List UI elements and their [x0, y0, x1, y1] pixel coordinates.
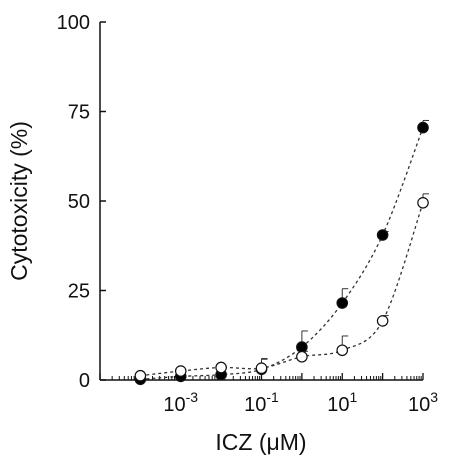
open-data-point — [215, 361, 227, 374]
fit-curve — [140, 127, 424, 380]
x-tick-label: 10-3 — [163, 389, 198, 416]
y-tick-label: 100 — [57, 12, 90, 34]
y-axis-title: Cytotoxicity (%) — [6, 121, 32, 281]
filled-data-point — [296, 341, 308, 353]
tick-labels: 0 25 50 75 100 10-3 10-1 101 103 — [57, 12, 439, 416]
y-tick-label: 25 — [68, 281, 90, 303]
fit-curves — [140, 127, 424, 380]
open-data-point — [134, 369, 147, 382]
y-tick-label: 0 — [79, 370, 90, 392]
error-bars — [261, 119, 429, 370]
filled-data-point — [417, 121, 429, 134]
ticks — [99, 21, 424, 381]
axes — [99, 22, 423, 381]
open-data-point — [174, 365, 187, 377]
y-tick-label: 50 — [68, 191, 90, 213]
x-tick-label: 101 — [327, 389, 357, 416]
x-tick-label: 103 — [408, 389, 438, 416]
filled-data-point — [336, 297, 349, 309]
open-data-point — [376, 315, 389, 327]
x-tick-label: 10-1 — [244, 389, 279, 416]
y-tick-label: 75 — [68, 102, 90, 124]
open-data-point — [336, 344, 349, 357]
open-data-point — [255, 362, 268, 374]
open-data-point — [296, 350, 308, 363]
open-data-point — [417, 196, 429, 209]
data-points — [134, 121, 429, 386]
x-axis-title: ICZ (μM) — [215, 429, 306, 455]
filled-data-point — [376, 229, 389, 241]
fit-curve — [140, 202, 424, 377]
